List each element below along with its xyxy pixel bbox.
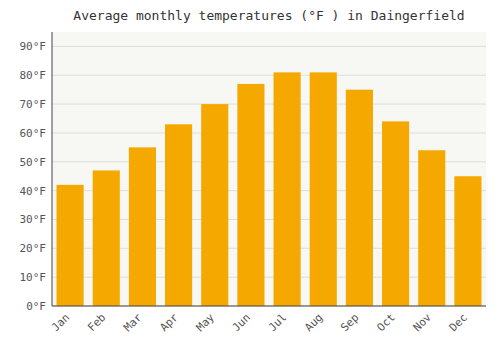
grid-line bbox=[52, 75, 486, 76]
grid-line bbox=[52, 132, 486, 133]
plot-background bbox=[52, 32, 486, 306]
y-tick-label: 90°F bbox=[20, 40, 47, 53]
y-tick-label: 0°F bbox=[26, 300, 46, 313]
x-tick-label: Apr bbox=[157, 311, 181, 335]
x-tick-label: Feb bbox=[85, 311, 108, 334]
bar bbox=[310, 72, 337, 306]
x-tick-label: Dec bbox=[447, 311, 470, 334]
grid-line bbox=[52, 46, 486, 47]
y-axis-line bbox=[52, 32, 53, 306]
y-tick-label: 30°F bbox=[20, 213, 47, 226]
x-tick-label: Aug bbox=[302, 311, 325, 334]
bar bbox=[382, 121, 409, 306]
y-tick-label: 60°F bbox=[20, 127, 47, 140]
bars bbox=[57, 72, 482, 306]
title: Average monthly temperatures (°F ) in Da… bbox=[73, 8, 464, 23]
y-tick-label: 10°F bbox=[20, 271, 47, 284]
grid bbox=[52, 46, 486, 306]
bar bbox=[237, 84, 264, 306]
y-tick-label: 50°F bbox=[20, 156, 47, 169]
x-tick-label: Sep bbox=[338, 311, 361, 334]
bar bbox=[454, 176, 481, 306]
y-tick-label: 40°F bbox=[20, 185, 47, 198]
bar bbox=[165, 124, 192, 306]
y-tick-label: 20°F bbox=[20, 242, 47, 255]
y-tick-label: 70°F bbox=[20, 98, 47, 111]
bar bbox=[201, 104, 228, 306]
x-tick-label: Nov bbox=[411, 311, 435, 335]
bar bbox=[274, 72, 301, 306]
x-axis-line bbox=[52, 306, 486, 307]
bar bbox=[57, 185, 84, 306]
y-tick-label: 80°F bbox=[20, 69, 47, 82]
bar bbox=[346, 90, 373, 306]
bar bbox=[129, 147, 156, 306]
x-tick-label: May bbox=[194, 311, 218, 335]
x-tick-label: Mar bbox=[121, 311, 145, 335]
x-tick-label: Jul bbox=[266, 311, 289, 334]
grid-line bbox=[52, 306, 486, 307]
chart-container: 0°F 10°F 20°F 30°F 40°F 50°F 60°F 70°F 80°F 90°F J… bbox=[0, 0, 500, 350]
x-tick-label: Jan bbox=[49, 311, 72, 334]
x-tick-label: Oct bbox=[374, 311, 397, 334]
bar bbox=[418, 150, 445, 306]
bar bbox=[93, 170, 120, 306]
chart: 0°F 10°F 20°F 30°F 40°F 50°F 60°F 70°F 80°F 90°F J… bbox=[0, 0, 500, 350]
grid-line bbox=[52, 104, 486, 105]
x-tick-label: Jun bbox=[230, 311, 253, 334]
